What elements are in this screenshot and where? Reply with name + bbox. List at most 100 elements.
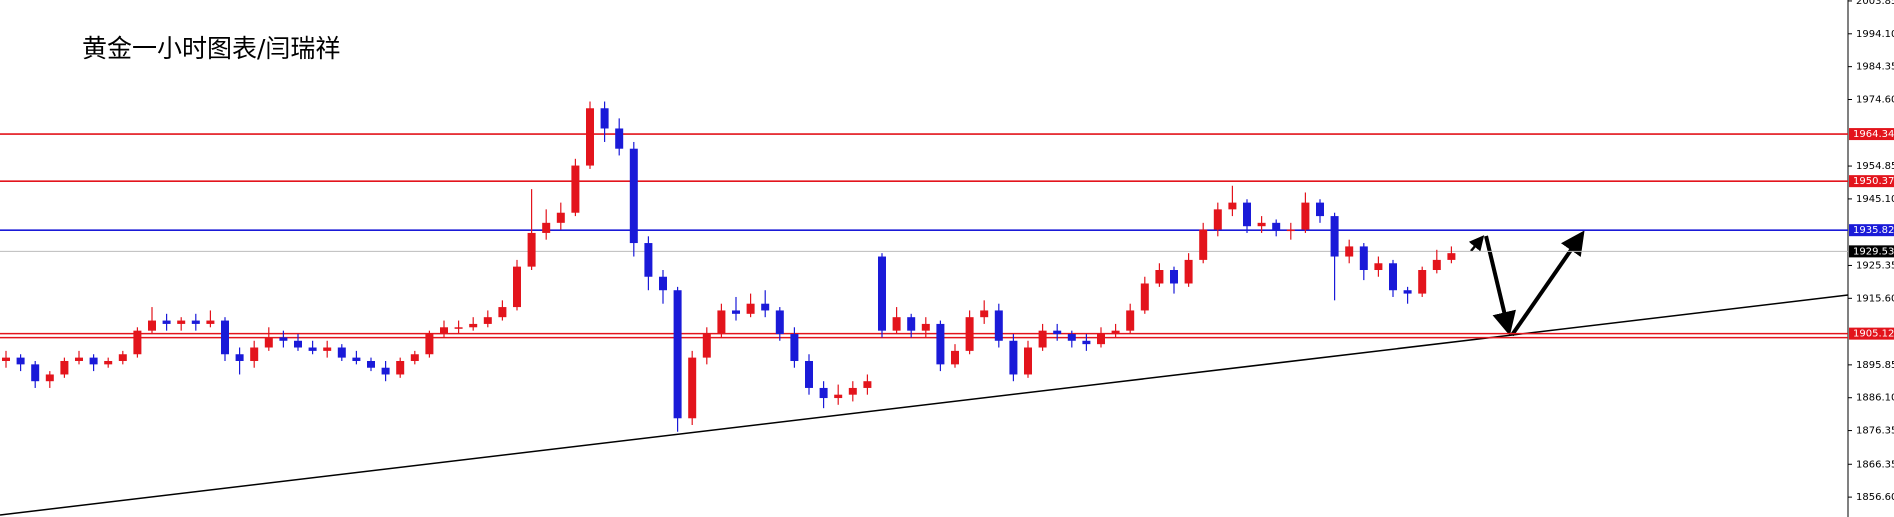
candle-body	[118, 354, 127, 361]
candle-body	[133, 330, 142, 355]
y-tick-label: 1895.85	[1856, 360, 1894, 371]
y-tick-label: 1925.35	[1856, 260, 1894, 271]
level-label-box	[1849, 175, 1894, 188]
candle-body	[279, 337, 288, 341]
candle-body	[556, 212, 565, 223]
candle-body	[337, 347, 346, 358]
candle-body	[629, 148, 638, 244]
y-tick-label: 1994.10	[1856, 29, 1894, 40]
candle-body	[381, 367, 390, 375]
candle-body	[323, 347, 332, 351]
candle-body	[148, 320, 156, 331]
candle-body	[1316, 202, 1324, 217]
candle-body	[600, 108, 609, 129]
candle-body	[615, 128, 624, 149]
trend-line	[0, 294, 1849, 516]
candle-body	[45, 374, 54, 382]
candle-body	[104, 360, 113, 365]
candle-body	[746, 303, 755, 314]
candle-body	[31, 364, 40, 382]
candle-body	[921, 323, 930, 331]
candle-body	[1111, 330, 1120, 335]
candle-body	[75, 357, 83, 361]
level-label: 1905.12	[1853, 329, 1894, 340]
candle-body	[1389, 263, 1397, 291]
level-label-box	[1849, 128, 1894, 141]
candle-body	[440, 327, 448, 335]
candle-body	[848, 387, 857, 395]
candle-body	[2, 357, 10, 361]
candle-body	[294, 340, 302, 348]
candle-body	[425, 334, 434, 355]
candle-body	[16, 357, 25, 365]
candle-body	[483, 317, 492, 324]
candle-body	[1243, 202, 1251, 227]
candle-body	[1213, 209, 1222, 230]
candle-body	[1067, 334, 1076, 341]
candle-body	[162, 320, 171, 324]
arrow	[1510, 230, 1585, 337]
candle-body	[1199, 229, 1208, 260]
candle-body	[1082, 340, 1091, 345]
y-tick-label: 1886.10	[1856, 393, 1894, 404]
candle-body	[1374, 263, 1383, 271]
candle-body	[177, 320, 186, 324]
candle-body	[235, 354, 244, 361]
candle-body	[1097, 334, 1105, 345]
candle-body	[454, 327, 463, 329]
candle-body	[805, 360, 813, 388]
candle-body	[965, 317, 974, 351]
y-tick-label: 1954.85	[1856, 161, 1894, 172]
candle-body	[1432, 259, 1441, 271]
candle-body	[761, 303, 770, 311]
candle-body	[60, 360, 69, 375]
candle-body	[1272, 222, 1281, 230]
candle-body	[367, 360, 375, 368]
candle-body	[878, 256, 886, 331]
candle-body	[396, 360, 405, 375]
candle-body	[264, 337, 273, 348]
candle-body	[1024, 347, 1032, 375]
candle-body	[1053, 330, 1062, 335]
arrow	[1468, 235, 1485, 252]
candle-body	[513, 266, 521, 308]
y-tick-label: 1984.35	[1856, 62, 1894, 73]
candle-body	[1126, 310, 1135, 331]
y-tick-label: 1876.35	[1856, 426, 1894, 437]
candle-body	[1140, 283, 1149, 311]
y-tick-label: 1945.10	[1856, 194, 1894, 205]
candle-body	[206, 320, 215, 324]
candle-body	[1447, 253, 1456, 260]
candle-body	[191, 320, 200, 324]
candle-body	[1155, 270, 1164, 284]
candle-body	[89, 357, 98, 365]
candle-body	[951, 350, 959, 365]
y-tick-label: 1866.35	[1856, 459, 1894, 470]
candle-body	[688, 357, 697, 419]
candle-body	[571, 165, 580, 213]
candle-body	[1301, 202, 1310, 230]
candle-body	[673, 290, 682, 419]
y-tick-label: 1856.60	[1856, 492, 1894, 503]
level-label-box	[1849, 224, 1894, 237]
plot-area: 2003.85 1994.10 1984.35 1974.60 1954.85 1945.…	[0, 0, 1894, 503]
candle-body	[717, 310, 726, 335]
candle-body	[834, 394, 843, 399]
candle-body	[221, 320, 229, 355]
candle-body	[819, 387, 828, 399]
candle-body	[775, 310, 784, 335]
candle-body	[644, 243, 653, 277]
candle-body	[1345, 246, 1354, 257]
candle-body	[1228, 202, 1237, 210]
level-label-box	[1849, 327, 1894, 340]
y-tick-label: 1915.60	[1856, 293, 1894, 304]
candle-body	[498, 307, 507, 318]
candle-body	[308, 347, 317, 351]
candle-body	[410, 354, 419, 361]
level-label: 1950.37	[1853, 176, 1894, 187]
y-tick-label: 2003.85	[1856, 0, 1894, 7]
candle-body	[892, 317, 901, 331]
candle-body	[1170, 270, 1178, 284]
candle-body	[542, 222, 551, 233]
candle-body	[586, 108, 594, 166]
